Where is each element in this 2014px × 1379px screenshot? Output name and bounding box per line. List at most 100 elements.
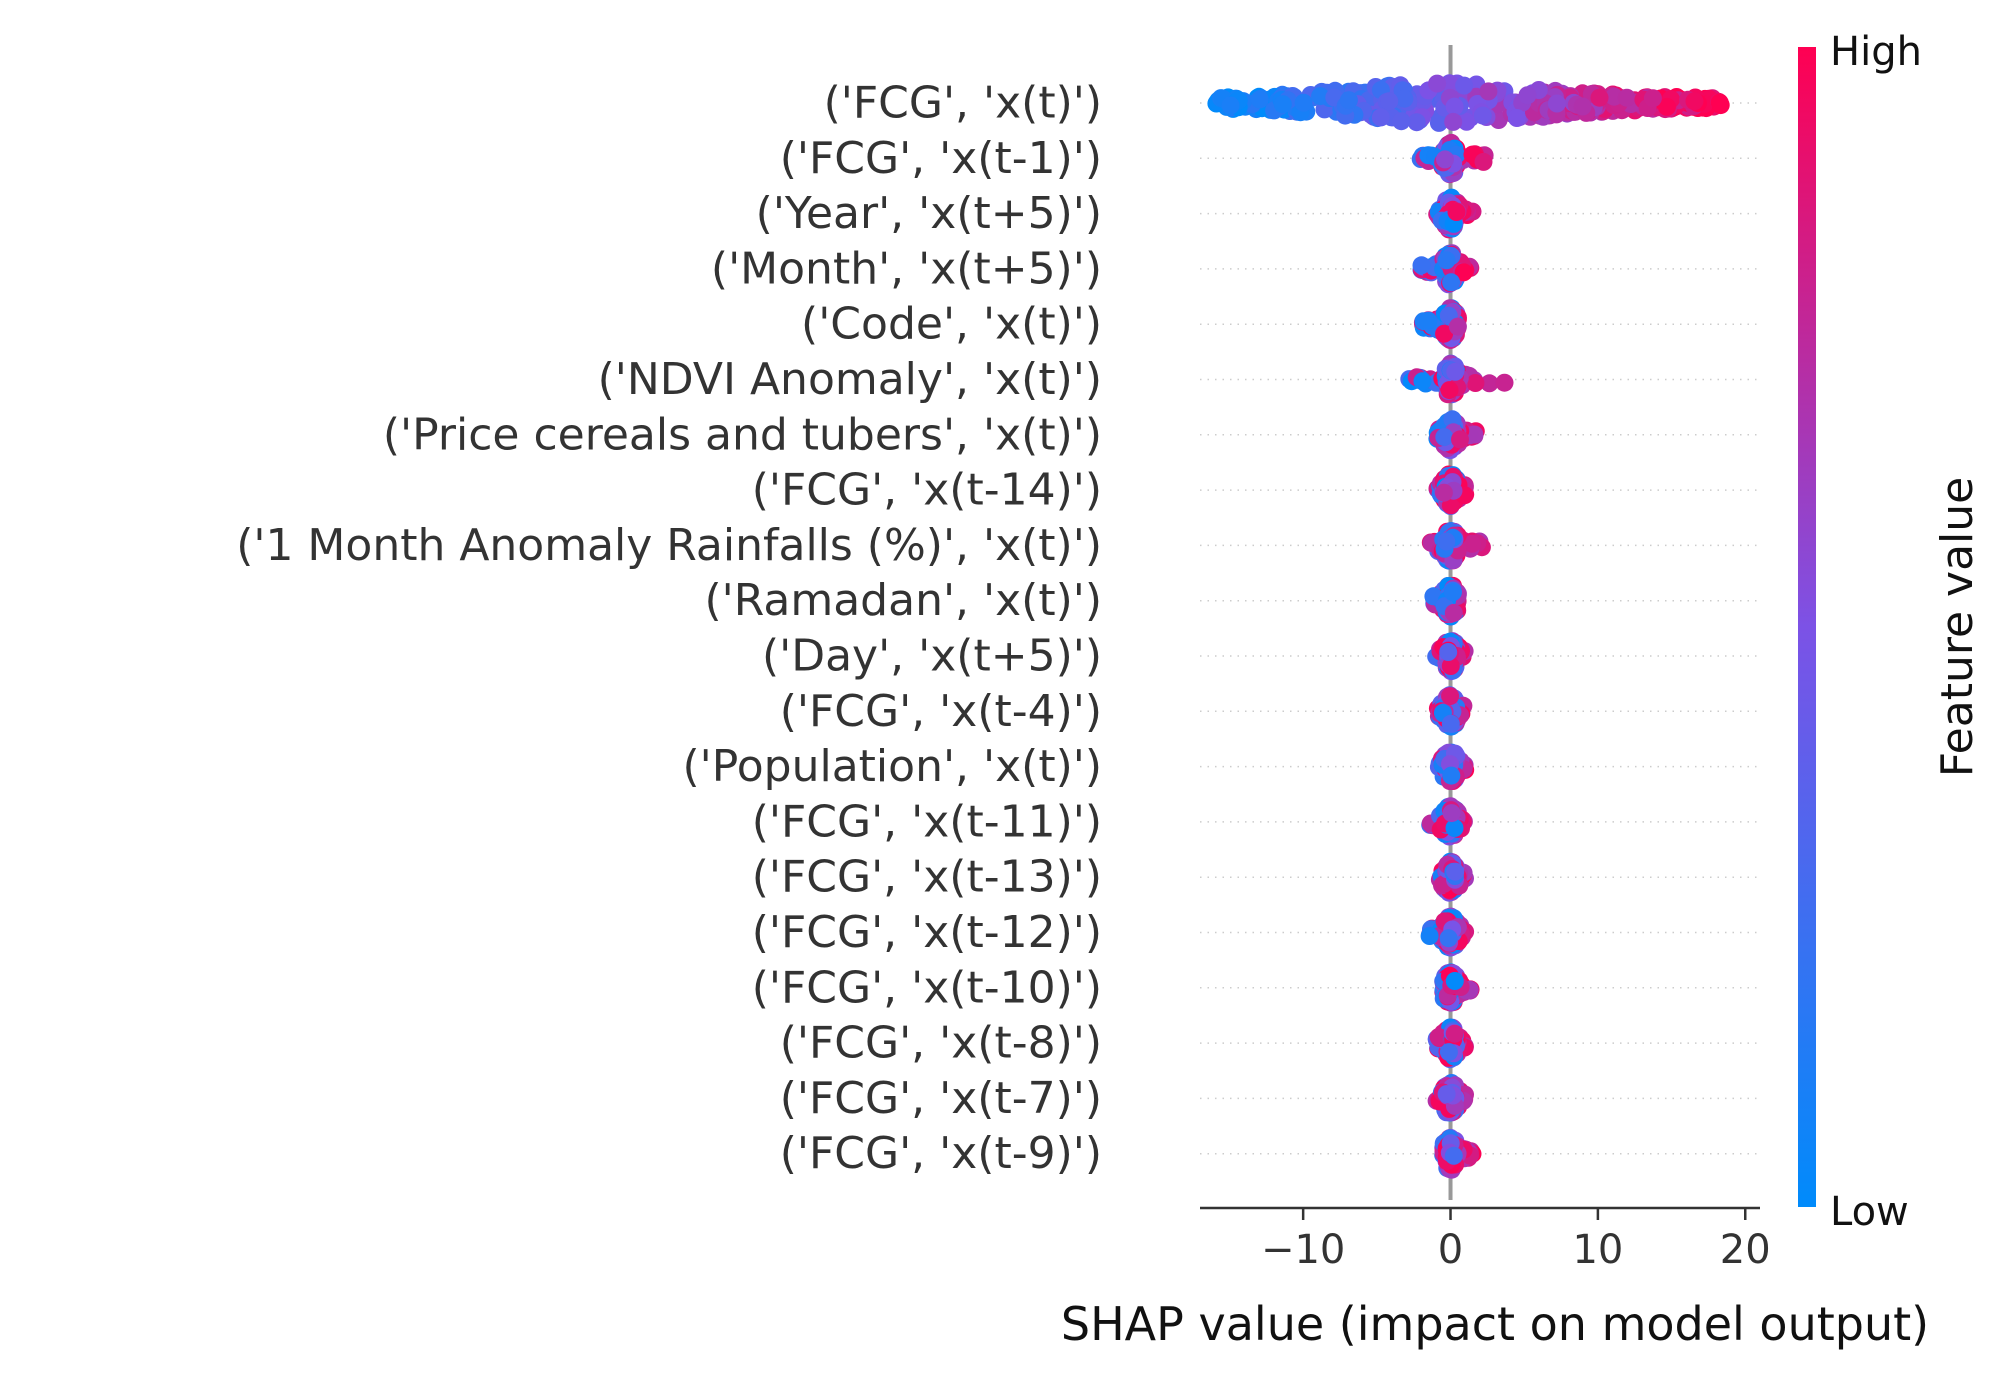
shap-point: [1294, 93, 1313, 112]
shap-point: [1710, 93, 1729, 112]
shap-point: [1444, 583, 1462, 602]
shap-point: [1311, 87, 1330, 106]
shap-point: [1437, 1085, 1456, 1104]
feature-label: ('Code', 'x(t)'): [801, 299, 1102, 350]
shap-point: [1444, 603, 1463, 622]
shap-point: [1442, 804, 1461, 823]
feature-labels: ('FCG', 'x(t)')('FCG', 'x(t-1)')('Year',…: [236, 78, 1102, 1180]
x-tick-label: −10: [1261, 1227, 1345, 1273]
feature-label: ('FCG', 'x(t-9)'): [780, 1128, 1102, 1179]
colorbar-gradient: [1798, 47, 1816, 1207]
feature-label: ('Ramadan', 'x(t)'): [705, 575, 1102, 626]
shap-point: [1441, 657, 1460, 675]
shap-point: [1443, 410, 1462, 429]
x-tick-label: 0: [1438, 1227, 1463, 1273]
x-tick-label: 10: [1572, 1227, 1623, 1273]
colorbar-high-label: High: [1830, 29, 1922, 75]
feature-label: ('FCG', 'x(t-10)'): [752, 962, 1102, 1013]
shap-point: [1442, 273, 1461, 292]
shap-point: [1420, 927, 1439, 945]
feature-label: ('FCG', 'x(t-12)'): [752, 907, 1102, 958]
shap-point: [1507, 109, 1526, 127]
shap-point: [1442, 766, 1461, 785]
shap-point: [1445, 819, 1464, 837]
shap-point: [1466, 374, 1485, 392]
shap-point: [1441, 687, 1460, 706]
shap-point: [1444, 1146, 1463, 1165]
colorbar-low-label: Low: [1830, 1189, 1909, 1235]
shap-point: [1407, 113, 1426, 132]
shap-point: [1439, 643, 1458, 661]
shap-point: [1439, 1043, 1458, 1062]
shap-point: [1480, 374, 1499, 393]
shap-point: [1445, 1024, 1464, 1043]
shap-point: [1448, 317, 1467, 336]
x-tick-label: 20: [1720, 1227, 1771, 1273]
x-axis: −10 0 10 20: [1200, 1206, 1771, 1273]
shap-point: [1440, 381, 1459, 400]
feature-label: ('FCG', 'x(t-11)'): [752, 796, 1102, 847]
shap-point: [1412, 256, 1431, 275]
shap-point: [1392, 112, 1411, 131]
shap-point: [1518, 86, 1537, 105]
x-axis-label: SHAP value (impact on model output): [1061, 1297, 1929, 1351]
shap-point: [1419, 311, 1438, 330]
shap-point: [1457, 112, 1476, 131]
feature-label: ('Year', 'x(t+5)'): [756, 188, 1102, 239]
shap-point: [1435, 428, 1454, 447]
feature-label: ('FCG', 'x(t-8)'): [780, 1018, 1102, 1069]
shap-point: [1617, 88, 1636, 107]
shap-point: [1413, 372, 1432, 391]
shap-point: [1441, 75, 1460, 94]
shap-point: [1657, 97, 1676, 116]
feature-label: ('FCG', 'x(t)'): [824, 78, 1102, 129]
shap-point: [1428, 74, 1447, 93]
shap-point: [1445, 97, 1464, 116]
shap-point: [1444, 112, 1463, 131]
shap-point: [1437, 532, 1456, 551]
shap-point: [1250, 90, 1269, 109]
shap-point: [1685, 92, 1704, 111]
shap-point: [1429, 1028, 1448, 1046]
shap-point: [1479, 82, 1498, 101]
feature-label: ('FCG', 'x(t-4)'): [780, 686, 1102, 737]
shap-point: [1446, 362, 1465, 381]
shap-point: [1429, 113, 1448, 132]
shap-point: [1590, 88, 1609, 107]
shap-point: [1436, 150, 1454, 169]
shap-point: [1474, 152, 1493, 171]
shap-point: [1573, 97, 1592, 116]
shap-point: [1441, 714, 1460, 733]
shap-point: [1439, 929, 1458, 948]
shap-point: [1473, 106, 1492, 125]
shap-point: [1446, 862, 1465, 881]
shap-point: [1463, 534, 1482, 553]
feature-label: ('FCG', 'x(t-7)'): [780, 1073, 1102, 1124]
feature-label: ('FCG', 'x(t-13)'): [752, 852, 1102, 903]
feature-label: ('FCG', 'x(t-1)'): [780, 133, 1102, 184]
shap-point: [1547, 94, 1566, 113]
data-points: [1207, 74, 1730, 1179]
shap-point: [1455, 76, 1474, 95]
feature-label: ('Price cereals and tubers', 'x(t)'): [383, 409, 1102, 460]
shap-point: [1273, 95, 1292, 114]
shap-point: [1395, 89, 1414, 108]
shap-point: [1451, 430, 1469, 449]
shap-point: [1495, 373, 1514, 392]
colorbar-title: Feature value: [1932, 477, 1983, 777]
feature-label: ('NDVI Anomaly', 'x(t)'): [598, 354, 1102, 405]
feature-label: ('FCG', 'x(t-14)'): [752, 465, 1102, 516]
shap-point: [1339, 91, 1358, 110]
shap-point: [1454, 263, 1473, 282]
feature-rows: [1200, 102, 1760, 1155]
shap-point: [1643, 89, 1662, 108]
shap-point: [1434, 483, 1453, 502]
shap-point: [1371, 108, 1390, 127]
shap-point: [1447, 203, 1466, 221]
feature-label: ('Month', 'x(t+5)'): [711, 243, 1102, 294]
shap-point: [1445, 972, 1464, 990]
shap-point: [1221, 96, 1240, 115]
shap-point: [1435, 324, 1454, 343]
